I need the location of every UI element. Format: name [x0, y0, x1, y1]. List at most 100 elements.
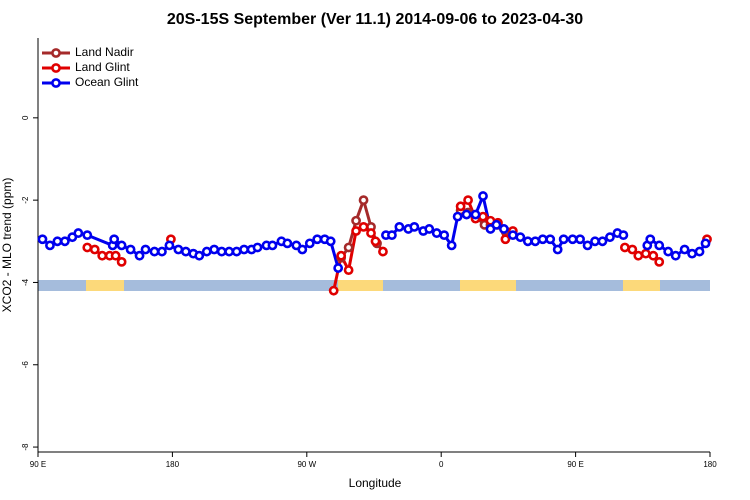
point: [590, 236, 600, 247]
point: [530, 236, 541, 247]
legend-label: Ocean Glint: [75, 75, 139, 89]
point: [463, 195, 473, 206]
point: [446, 240, 457, 251]
x-tick-label: 180: [166, 460, 180, 469]
point: [507, 230, 518, 241]
point: [366, 228, 376, 238]
y-tick-label: -6: [21, 361, 30, 369]
point: [537, 234, 548, 245]
point: [455, 201, 466, 212]
point: [663, 246, 674, 257]
land-band: [623, 280, 660, 291]
point: [304, 238, 315, 249]
point: [209, 244, 220, 255]
point: [558, 234, 569, 245]
legend-label: Land Nadir: [75, 45, 134, 59]
legend-marker: [51, 78, 61, 88]
point: [358, 221, 369, 232]
point: [654, 256, 665, 267]
point: [387, 230, 397, 241]
legend-label: Land Glint: [75, 60, 130, 74]
point: [500, 234, 511, 245]
point: [116, 240, 127, 251]
point: [45, 240, 55, 251]
chart-title: 20S-15S September (Ver 11.1) 2014-09-06 …: [167, 11, 583, 28]
point: [627, 244, 638, 255]
point: [336, 250, 347, 261]
y-tick-label: -4: [21, 278, 30, 286]
point: [552, 244, 563, 255]
point: [575, 234, 585, 245]
point: [567, 234, 578, 245]
point: [164, 240, 175, 251]
point: [633, 250, 644, 261]
point: [452, 211, 463, 222]
point: [140, 244, 151, 255]
point: [478, 211, 488, 222]
x-tick-label: 0: [439, 460, 444, 469]
point: [545, 234, 556, 245]
x-tick-label: 90 W: [297, 460, 316, 469]
x-axis-label: Longitude: [349, 476, 402, 490]
point: [461, 209, 472, 220]
point: [328, 285, 339, 296]
point: [157, 246, 167, 257]
point: [59, 236, 70, 247]
point: [582, 240, 593, 251]
point: [312, 234, 323, 245]
x-tick-label: 180: [703, 460, 717, 469]
point: [116, 256, 127, 267]
point: [605, 232, 615, 243]
point: [194, 250, 205, 261]
x-tick-label: 90 E: [30, 460, 46, 469]
point: [618, 230, 629, 241]
point: [173, 244, 184, 255]
point: [370, 236, 381, 247]
point: [597, 236, 608, 247]
land-band: [86, 280, 124, 291]
point: [499, 224, 509, 234]
point: [394, 221, 405, 232]
point: [351, 226, 361, 236]
point: [645, 234, 656, 245]
point: [201, 246, 212, 257]
land-band: [338, 280, 383, 291]
point: [109, 234, 120, 245]
legend-marker: [51, 63, 61, 73]
point: [470, 209, 481, 220]
point: [431, 228, 442, 238]
point: [125, 244, 136, 255]
point: [424, 224, 435, 234]
point: [654, 240, 665, 251]
point: [297, 244, 308, 255]
point: [694, 246, 705, 257]
land-band: [460, 280, 516, 291]
point: [439, 230, 450, 241]
point: [267, 240, 278, 251]
point: [37, 234, 48, 245]
point: [478, 191, 488, 201]
point: [134, 250, 145, 261]
point: [670, 250, 681, 261]
legend-marker: [51, 48, 61, 58]
y-tick-label: -2: [21, 196, 30, 204]
point: [52, 236, 63, 247]
point: [378, 246, 388, 257]
point: [224, 246, 235, 257]
x-tick-label: 90 E: [567, 460, 583, 469]
point: [110, 250, 121, 261]
point: [619, 242, 630, 253]
point: [522, 236, 533, 247]
point: [239, 244, 249, 255]
point: [515, 232, 526, 243]
point: [700, 238, 711, 249]
point: [358, 195, 369, 206]
point: [82, 242, 93, 253]
y-tick-label: -8: [21, 443, 30, 451]
point: [97, 250, 108, 261]
point: [409, 221, 420, 232]
point: [491, 219, 502, 230]
point: [640, 248, 651, 259]
point: [180, 246, 191, 257]
